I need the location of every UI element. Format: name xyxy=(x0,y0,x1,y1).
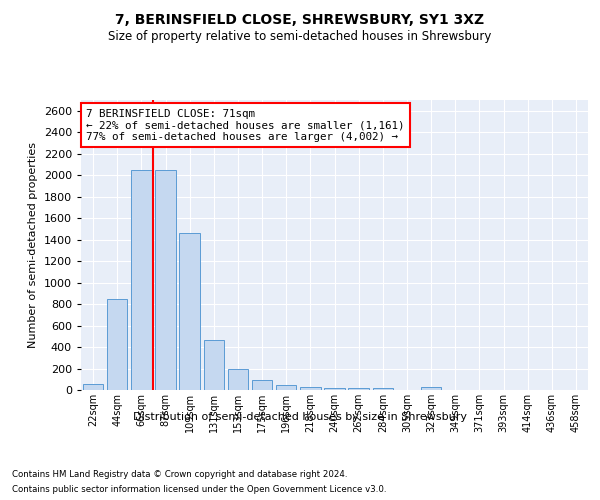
Text: 7, BERINSFIELD CLOSE, SHREWSBURY, SY1 3XZ: 7, BERINSFIELD CLOSE, SHREWSBURY, SY1 3X… xyxy=(115,12,485,26)
Bar xyxy=(203,340,224,390)
Text: 7 BERINSFIELD CLOSE: 71sqm
← 22% of semi-detached houses are smaller (1,161)
77%: 7 BERINSFIELD CLOSE: 71sqm ← 22% of semi… xyxy=(86,108,404,142)
Bar xyxy=(179,233,200,390)
Y-axis label: Number of semi-detached properties: Number of semi-detached properties xyxy=(28,142,38,348)
Bar xyxy=(252,380,272,390)
Bar xyxy=(131,170,152,390)
Bar xyxy=(276,385,296,390)
Bar xyxy=(373,388,393,390)
Bar xyxy=(107,298,127,390)
Bar xyxy=(155,170,176,390)
Bar xyxy=(421,388,442,390)
Bar xyxy=(83,384,103,390)
Text: Contains HM Land Registry data © Crown copyright and database right 2024.: Contains HM Land Registry data © Crown c… xyxy=(12,470,347,479)
Bar xyxy=(227,368,248,390)
Bar xyxy=(300,387,320,390)
Text: Size of property relative to semi-detached houses in Shrewsbury: Size of property relative to semi-detach… xyxy=(109,30,491,43)
Text: Distribution of semi-detached houses by size in Shrewsbury: Distribution of semi-detached houses by … xyxy=(133,412,467,422)
Bar xyxy=(324,388,345,390)
Text: Contains public sector information licensed under the Open Government Licence v3: Contains public sector information licen… xyxy=(12,485,386,494)
Bar xyxy=(349,388,369,390)
